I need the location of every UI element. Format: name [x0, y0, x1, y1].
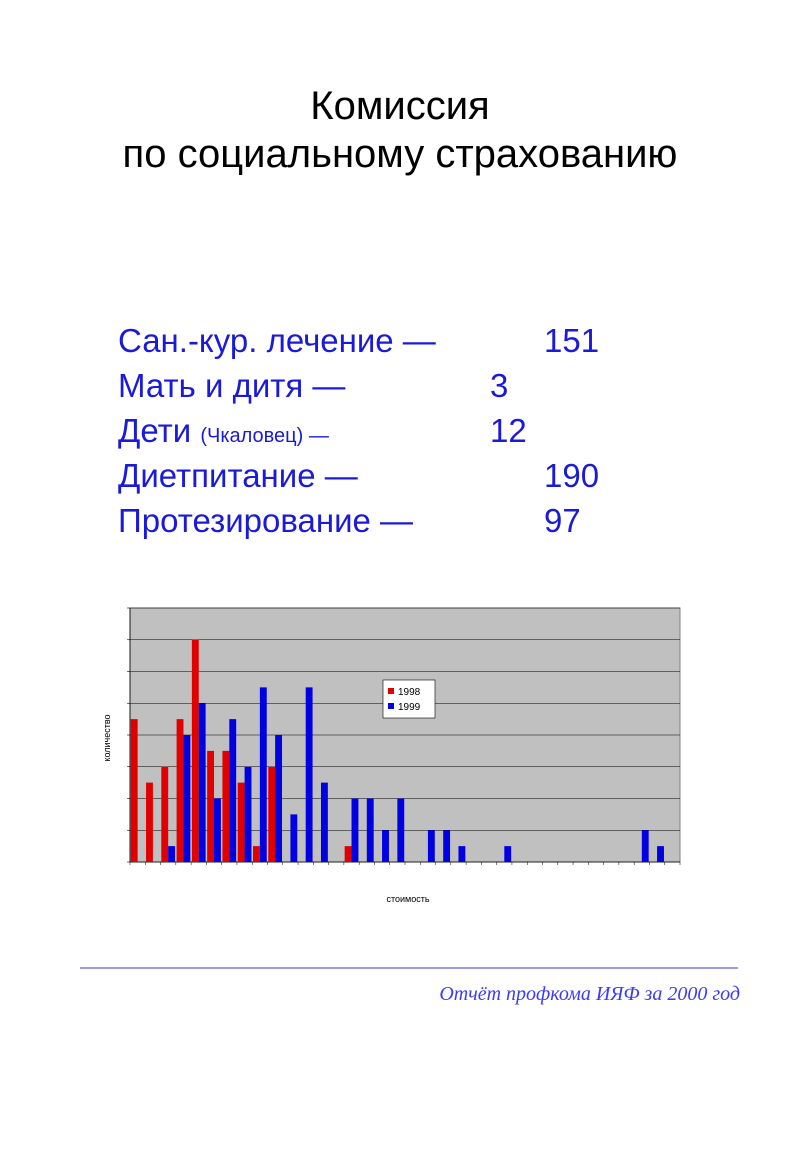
legend-box	[382, 679, 436, 719]
bar-1998	[344, 846, 352, 862]
bar-1999	[259, 687, 267, 862]
bar-1998	[252, 846, 260, 862]
bar-1999	[504, 846, 512, 862]
bar-1999	[397, 798, 405, 862]
bar-1998	[237, 782, 245, 862]
legend-label: 1998	[398, 687, 421, 698]
x-axis-label: стоимость	[386, 894, 429, 904]
bar-1998	[176, 719, 184, 862]
bar-1999	[183, 735, 191, 862]
bar-1999	[275, 735, 283, 862]
bar-chart: количество стоимость 1998 1999	[102, 607, 681, 904]
bar-1998	[161, 766, 169, 862]
bar-1999	[657, 846, 664, 862]
title-line-2: по социальному страхованию	[122, 132, 678, 176]
page-title: Комиссия по социальному страхованию	[0, 82, 800, 178]
stat-label: Диетпитание —	[118, 457, 358, 494]
stat-label-note: (Чкаловец) —	[200, 425, 329, 447]
stat-label: Протезирование —	[118, 502, 414, 539]
bar-1999	[198, 703, 206, 862]
title-line-1: Комиссия	[310, 84, 490, 128]
footer-divider	[80, 967, 738, 969]
bar-1998	[268, 766, 276, 862]
bar-1999	[214, 798, 221, 862]
stat-value: 3	[490, 367, 509, 404]
bar-1998	[130, 719, 138, 862]
bar-1999	[382, 830, 389, 862]
stat-label: Сан.-кур. лечение —	[118, 322, 436, 359]
bar-1999	[320, 782, 328, 862]
bar-1999	[458, 846, 466, 862]
bar-1999	[168, 846, 176, 862]
bar-1999	[351, 798, 359, 862]
bar-1999	[641, 830, 649, 862]
stat-label-main: Дети	[118, 412, 192, 449]
bar-1999	[244, 766, 252, 862]
legend-swatch	[388, 703, 394, 709]
stat-value: 151	[544, 322, 600, 359]
bar-1999	[305, 687, 313, 862]
stat-label: Дети (Чкаловец) —	[118, 408, 329, 459]
stat-label: Мать и дитя —	[118, 367, 346, 404]
bar-1998	[207, 750, 215, 862]
stat-value: 190	[544, 457, 600, 494]
stat-value: 97	[544, 502, 581, 539]
bar-1998	[146, 782, 153, 862]
legend-swatch	[388, 688, 394, 694]
bar-1999	[290, 814, 298, 862]
y-axis-label: количество	[102, 714, 112, 761]
bar-1998	[191, 639, 199, 862]
stat-value: 12	[490, 412, 527, 449]
bar-1999	[366, 798, 374, 862]
bar-1999	[427, 830, 435, 862]
bar-1999	[229, 719, 237, 862]
footer-text: Отчёт профкома ИЯФ за 2000 год	[439, 983, 740, 1005]
bar-1998	[222, 750, 230, 862]
bar-1999	[443, 830, 451, 862]
legend-label: 1999	[398, 702, 421, 713]
